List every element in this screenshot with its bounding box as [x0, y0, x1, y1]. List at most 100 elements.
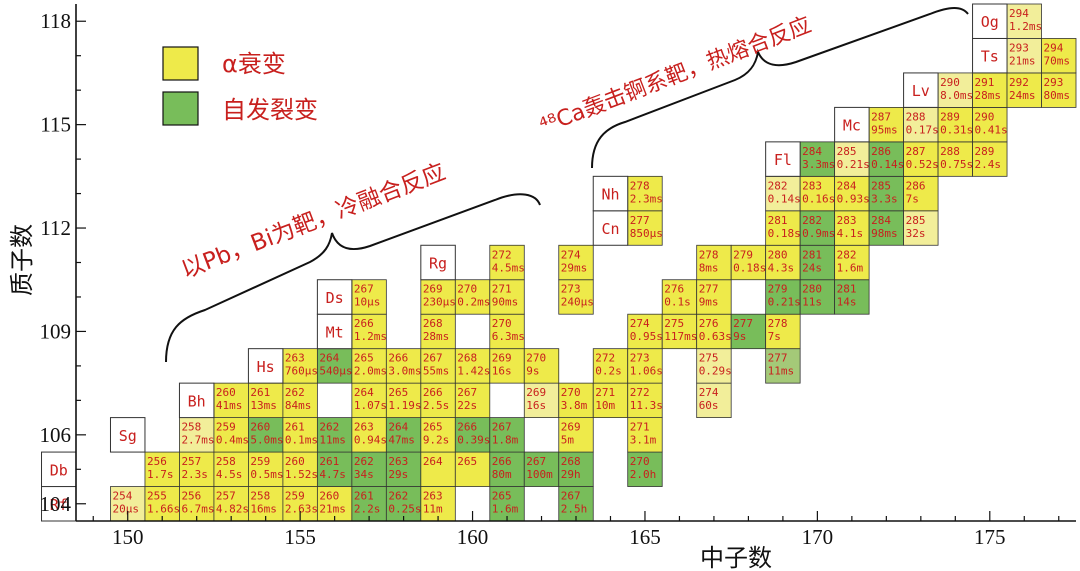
half-life-label: 2.0ms — [354, 365, 387, 378]
isotope-cell-bg — [248, 486, 284, 522]
half-life-label: 2.0h — [630, 468, 657, 481]
mass-number-label: 261 — [285, 421, 305, 434]
element-symbol: Sg — [119, 427, 137, 445]
isotope-cell-bg — [558, 417, 594, 453]
half-life-label: 11.3s — [630, 399, 663, 412]
half-life-label: 24ms — [1009, 89, 1035, 102]
mass-number-label: 288 — [906, 110, 926, 123]
isotope-cell-bg — [523, 451, 560, 487]
isotope-cell-bg — [799, 175, 836, 212]
isotope-cell-bg — [627, 313, 663, 350]
element-box-bg — [247, 348, 284, 384]
half-life-label: 6.7ms — [181, 503, 214, 516]
isotope-cell-bg — [454, 382, 491, 418]
half-life-label: 84ms — [285, 399, 312, 412]
isotope-cell-bg — [627, 348, 663, 384]
element-box-bg — [592, 175, 629, 212]
cold-fusion-brace — [165, 193, 541, 363]
mass-number-label: 263 — [354, 421, 374, 434]
element-box-rg: Rg — [420, 244, 456, 281]
element-box-mc: Mc — [834, 106, 870, 143]
half-life-label: 117ms — [664, 330, 697, 343]
half-life-label: 5.0ms — [250, 434, 283, 447]
mass-number-label: 290 — [975, 110, 995, 123]
isotope-cell-bg — [420, 313, 456, 350]
half-life-label: 28ms — [423, 330, 450, 343]
mass-number-label: 278 — [768, 317, 788, 330]
half-life-label: 14s — [837, 296, 857, 309]
half-life-label: 21ms — [1009, 54, 1035, 67]
mass-number-label: 265 — [492, 490, 512, 503]
isotope-cell-bg — [351, 313, 387, 350]
mass-number-label: 267 — [526, 455, 546, 468]
half-life-label: 90ms — [492, 296, 519, 309]
legend-swatch-alpha — [162, 46, 199, 81]
mass-number-label: 264 — [319, 352, 339, 365]
half-life-label: 7s — [906, 192, 919, 205]
y-axis-title: 质子数 — [8, 224, 36, 296]
half-life-label: 0.1ms — [285, 434, 318, 447]
element-box-bg — [109, 417, 146, 453]
element-box-bg — [316, 279, 353, 315]
half-life-label: 0.14s — [768, 192, 801, 205]
isotope-cell-bg — [903, 210, 939, 246]
mass-number-label: 289 — [940, 110, 960, 123]
half-life-label: 0.94s — [354, 434, 387, 447]
mass-number-label: 282 — [768, 179, 788, 192]
isotope-cell-bg — [420, 348, 456, 384]
mass-number-label: 273 — [561, 283, 581, 296]
isotope-cell-bg — [316, 417, 353, 453]
mass-number-label: 290 — [940, 76, 960, 89]
mass-number-label: 287 — [871, 110, 891, 123]
mass-number-label: 276 — [699, 317, 719, 330]
half-life-label: 4.1s — [837, 227, 864, 240]
half-life-label: 0.31s — [940, 123, 973, 136]
mass-number-label: 276 — [664, 283, 684, 296]
half-life-label: 1.42s — [457, 365, 490, 378]
mass-number-label: 259 — [285, 490, 305, 503]
half-life-label: 11m — [423, 503, 443, 516]
half-life-label: 11ms — [319, 434, 346, 447]
half-life-label: 3.0ms — [388, 365, 421, 378]
legend-label-alpha: α衰变 — [222, 50, 286, 78]
half-life-label: 0.63s — [699, 330, 732, 343]
isotope-cell-bg — [696, 279, 732, 315]
mass-number-label: 277 — [699, 283, 719, 296]
element-box-bg — [41, 486, 77, 522]
mass-number-label: 282 — [802, 214, 822, 227]
element-labels: Rf Db Sg Bh Hs Mt Ds Rg Cn Nh Fl Mc Lv Ts Og — [41, 3, 1008, 522]
isotope-cell: 265 — [454, 451, 491, 487]
x-tick-label: 170 — [802, 525, 834, 549]
mass-number-label: 272 — [492, 248, 512, 261]
half-life-label: 0.16s — [802, 192, 835, 205]
half-life-label: 10μs — [354, 296, 381, 309]
y-ticks: 104 106 109 112 115 118 — [40, 9, 86, 516]
element-symbol: Fl — [774, 151, 792, 169]
half-life-label: 3.3s — [871, 192, 898, 205]
half-life-label: 1.52s — [285, 468, 318, 481]
y-tick-label: 106 — [40, 423, 72, 447]
mass-number-label: 279 — [768, 283, 788, 296]
half-life-label: 2.63s — [285, 503, 318, 516]
half-life-label: 0.2s — [595, 365, 622, 378]
